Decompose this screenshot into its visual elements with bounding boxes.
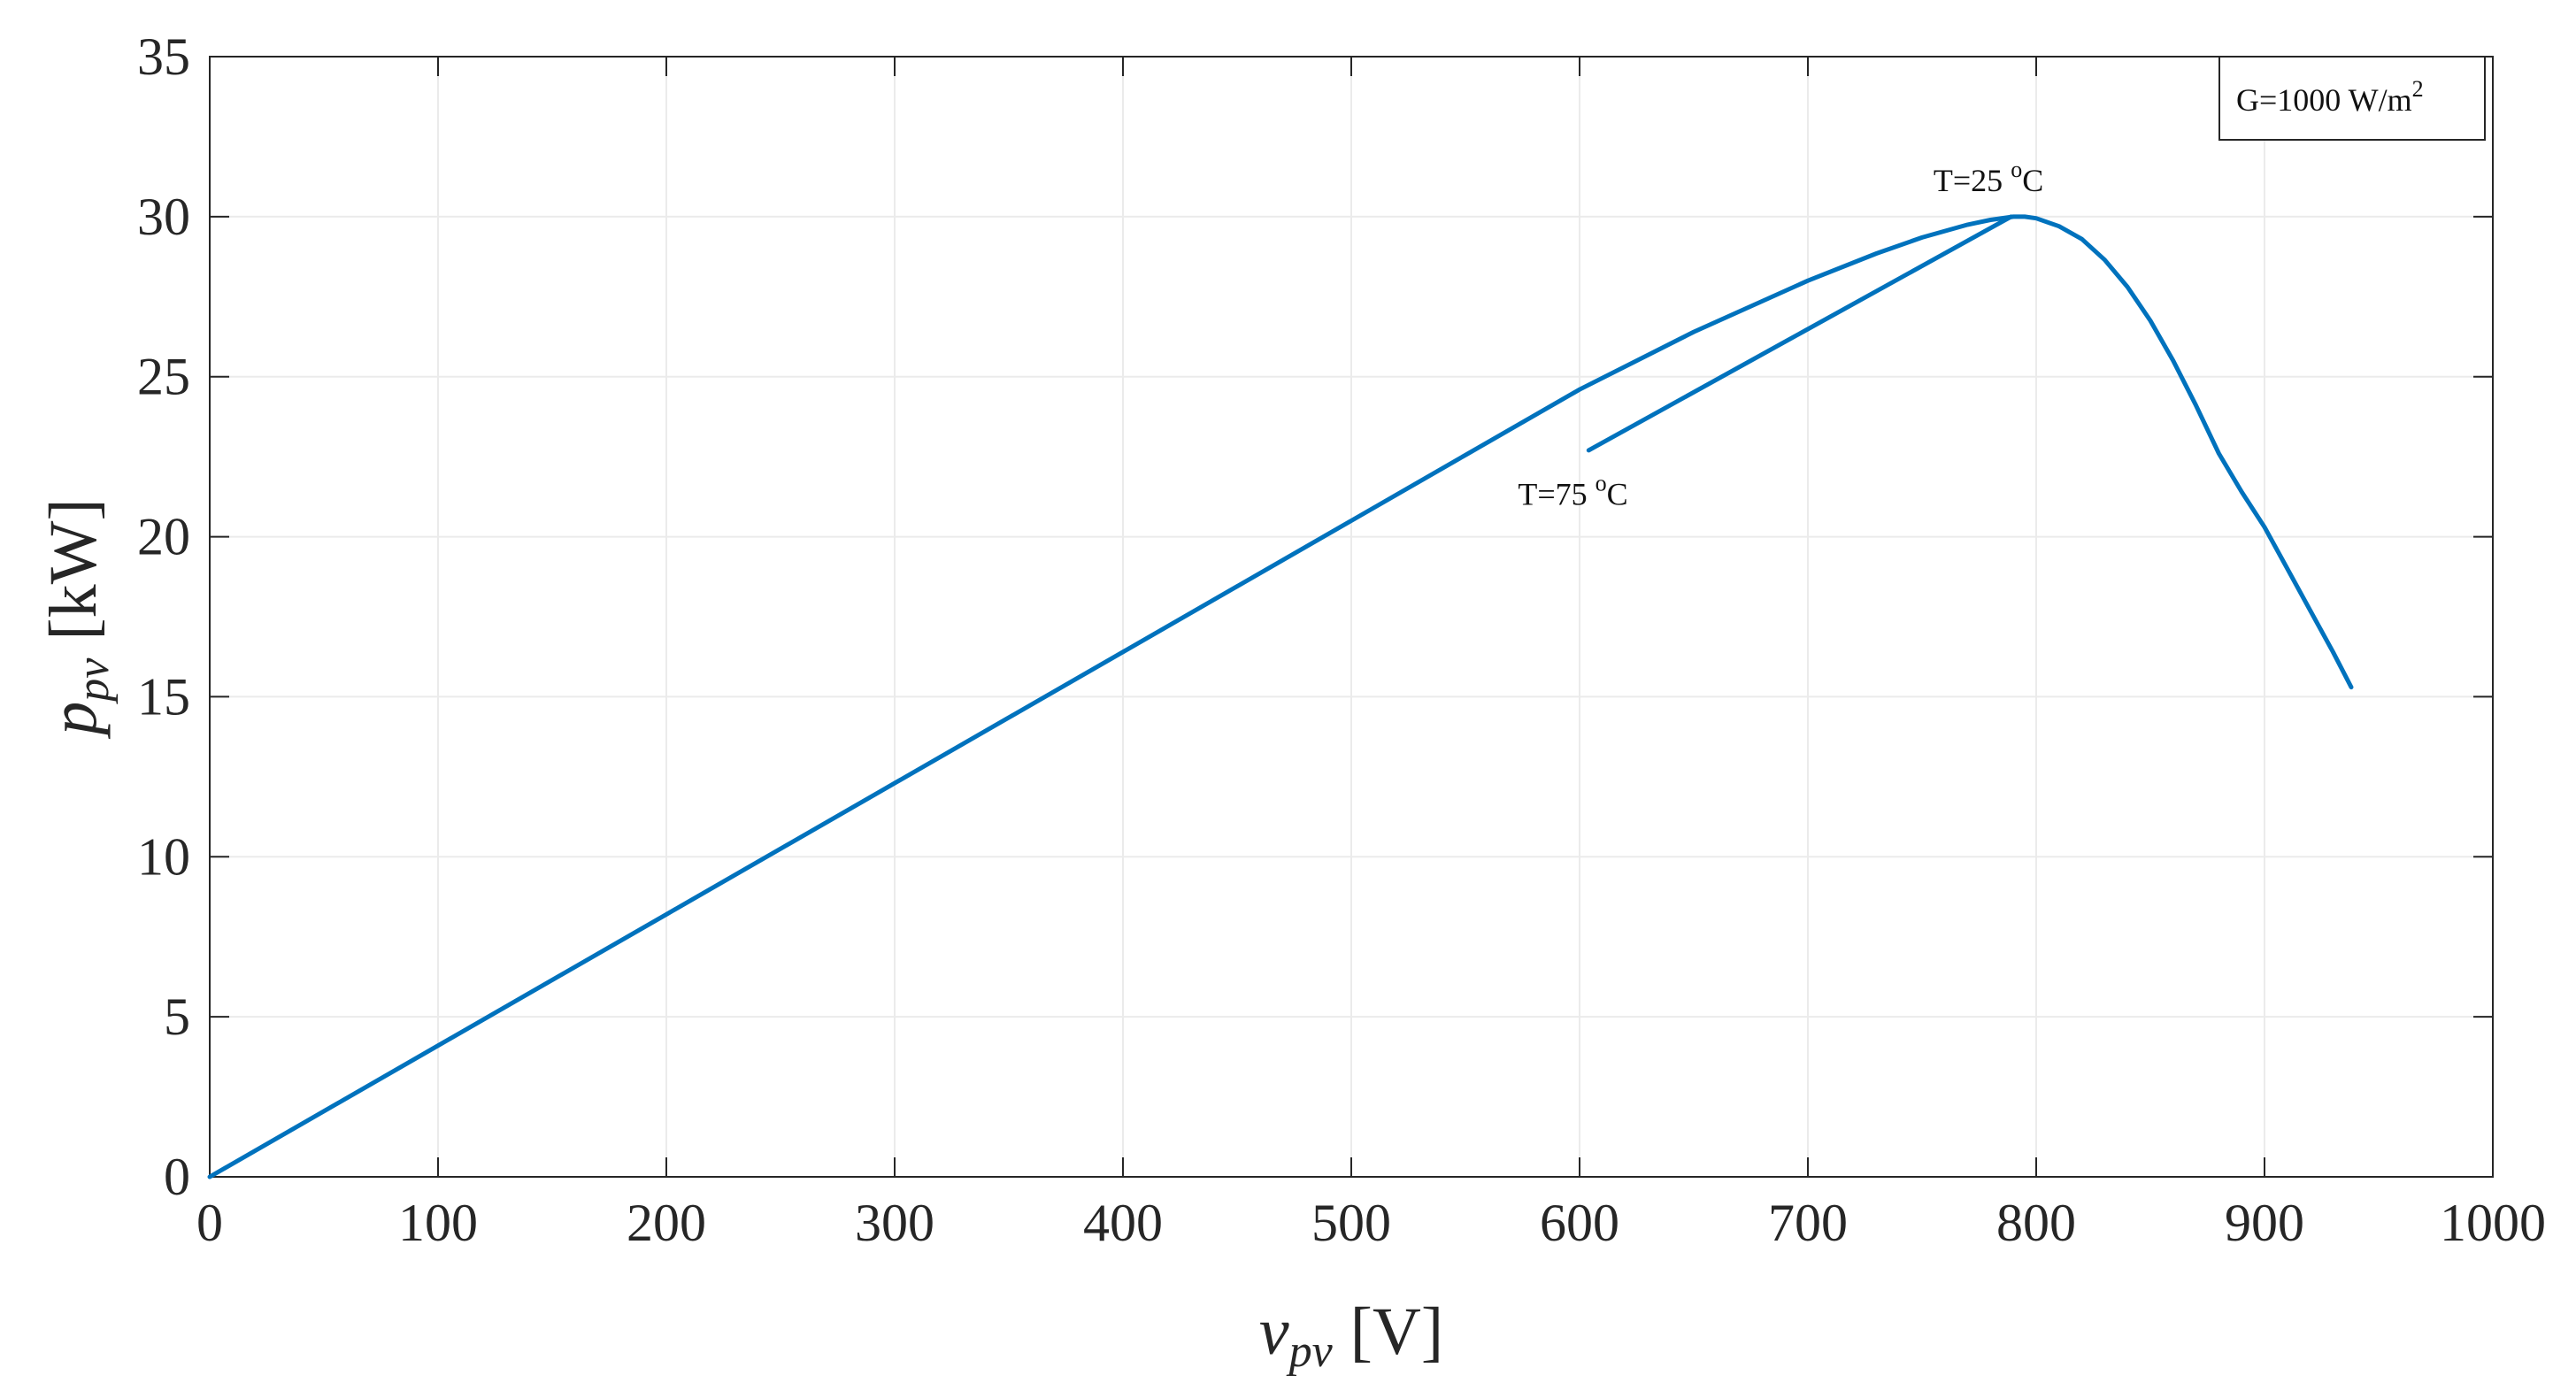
y-axis-unit: [kW] [36,498,111,640]
x-axis-unit: [V] [1350,1295,1444,1369]
x-tick-label: 100 [398,1194,478,1252]
y-tick-label: 30 [137,188,190,246]
annotation-t75: T=75 oC [1518,470,1627,511]
series-line-temperature-shift [1586,214,2014,453]
irradiance-box: G=1000 W/m2 [2218,56,2486,141]
y-tick-label: 25 [137,348,190,406]
x-axis-subscript: pv [1286,1326,1334,1377]
y-tick-label: 10 [137,827,190,886]
y-axis-label: ppv [kW] [36,498,119,739]
x-tick-label: 300 [855,1194,934,1252]
x-axis-variable: v [1259,1295,1289,1369]
series-lines [207,214,2354,1179]
y-tick-label: 20 [137,508,190,566]
x-tick-label: 600 [1540,1194,1619,1252]
x-tick-label: 400 [1083,1194,1163,1252]
series-line-power-curve [207,214,2354,1179]
axis-ticks: 0 100 200 300 400 500 600 700 800 900 1000 0 5 10 15 20… [137,27,2546,1252]
y-tick-label: 35 [137,27,190,86]
y-tick-label: 15 [137,667,190,726]
irradiance-label: G=1000 W/m2 [2236,76,2424,118]
x-tick-label: 0 [196,1194,223,1252]
y-tick-label: 0 [164,1148,190,1206]
x-tick-label: 1000 [2440,1194,2546,1252]
x-tick-label: 500 [1311,1194,1391,1252]
annotation-t25: T=25 oC [1934,157,2043,198]
y-tick-label: 5 [164,987,190,1046]
x-tick-label: 800 [1996,1194,2076,1252]
y-axis-subscript: pv [68,657,119,705]
x-tick-label: 200 [627,1194,706,1252]
x-tick-label: 700 [1768,1194,1848,1252]
y-axis-variable: p [36,702,111,740]
grid-lines [209,56,2494,1178]
x-tick-label: 900 [2225,1194,2304,1252]
x-axis-label: vpv [V] [1259,1295,1443,1377]
